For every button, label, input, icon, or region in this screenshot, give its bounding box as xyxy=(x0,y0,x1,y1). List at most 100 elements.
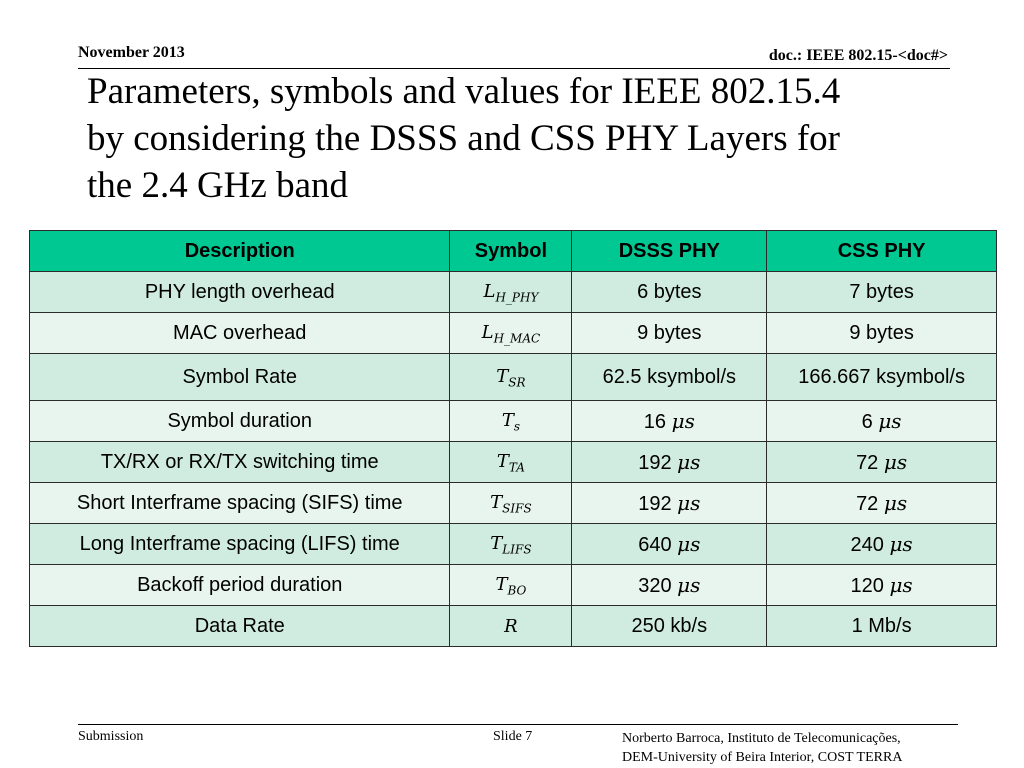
symbol-subscript: s xyxy=(513,419,521,434)
title-line-3: the 2.4 GHz band xyxy=(87,165,348,206)
table-row: Data Rate R 250 kb/s 1 Mb/s xyxy=(28,605,997,647)
symbol-base: T xyxy=(501,409,514,431)
cell-css-phy: 240 μs xyxy=(766,523,997,565)
table-row: Backoff period duration TBO 320 μs 120 μs xyxy=(28,564,997,606)
cell-dsss-phy: 640 μs xyxy=(571,523,768,565)
value-text: 6 bytes xyxy=(637,280,702,303)
cell-css-phy: 166.667 ksymbol/s xyxy=(766,353,997,401)
cell-symbol: TLIFS xyxy=(449,523,573,565)
cell-dsss-phy: 62.5 ksymbol/s xyxy=(571,353,768,401)
cell-description: Data Rate xyxy=(28,605,451,647)
value-unit: μs xyxy=(889,572,913,597)
cell-dsss-phy: 6 bytes xyxy=(571,271,768,313)
value-unit: μs xyxy=(677,490,701,515)
symbol-math: TTA xyxy=(496,450,525,475)
cell-description: Long Interframe spacing (LIFS) time xyxy=(28,523,451,565)
symbol-subscript: H_PHY xyxy=(495,290,539,305)
symbol-subscript: TA xyxy=(508,460,525,475)
cell-dsss-phy: 9 bytes xyxy=(571,312,768,354)
description-text: Symbol Rate xyxy=(182,365,297,388)
value-text: 16 xyxy=(643,410,667,433)
cell-symbol: LH_PHY xyxy=(449,271,573,313)
table-row: Short Interframe spacing (SIFS) time TSIF… xyxy=(28,482,997,524)
value-unit: μs xyxy=(671,408,695,433)
symbol-base: T xyxy=(496,450,509,472)
header-dsss-phy: DSSS PHY xyxy=(571,230,768,272)
description-text: Short Interframe spacing (SIFS) time xyxy=(76,491,403,514)
symbol-math: LH_PHY xyxy=(483,280,539,305)
footer-slide-number: Slide 7 xyxy=(493,729,533,744)
description-text: MAC overhead xyxy=(173,321,307,344)
cell-symbol: R xyxy=(449,605,573,647)
cell-css-phy: 7 bytes xyxy=(766,271,997,313)
value-text: 120 xyxy=(850,574,884,597)
value-text: 640 xyxy=(638,533,672,556)
table-row: Symbol Rate TSR 62.5 ksymbol/s 166.667 ksym… xyxy=(28,353,997,401)
footer-author-line-2: DEM-University of Beira Interior, COST T… xyxy=(622,750,903,765)
symbol-subscript: LIFS xyxy=(502,542,532,557)
cell-symbol: TBO xyxy=(449,564,573,606)
value-unit: μs xyxy=(677,449,701,474)
symbol-subscript: H_MAC xyxy=(493,331,541,346)
symbol-subscript: BO xyxy=(507,583,527,598)
cell-css-phy: 120 μs xyxy=(766,564,997,606)
cell-css-phy: 9 bytes xyxy=(766,312,997,354)
cell-css-phy: 1 Mb/s xyxy=(766,605,997,647)
parameters-table: Description Symbol DSSS PHY CSS PHY PHY … xyxy=(28,230,997,647)
cell-css-phy: 72 μs xyxy=(766,441,997,483)
symbol-base: T xyxy=(496,365,509,387)
value-unit: μs xyxy=(883,449,908,474)
value-text: 320 xyxy=(638,574,672,597)
title-line-2: by considering the DSSS and CSS PHY Laye… xyxy=(87,118,840,159)
cell-symbol: TSR xyxy=(449,353,573,401)
symbol-subscript: SR xyxy=(508,375,526,390)
description-text: Long Interframe spacing (LIFS) time xyxy=(79,532,400,555)
value-unit: μs xyxy=(677,531,701,556)
header-date: November 2013 xyxy=(78,44,185,61)
header-description: Description xyxy=(28,230,451,272)
symbol-math: TSR xyxy=(496,365,526,390)
cell-description: Short Interframe spacing (SIFS) time xyxy=(28,482,451,524)
value-unit: μs xyxy=(883,490,908,515)
table-header-row: Description Symbol DSSS PHY CSS PHY xyxy=(28,230,997,272)
cell-symbol: TTA xyxy=(449,441,573,483)
symbol-base: R xyxy=(504,615,518,637)
header-css-phy: CSS PHY xyxy=(766,230,997,272)
table-row: Symbol duration Ts 16 μs 6 μs xyxy=(28,400,997,442)
symbol-math: R xyxy=(504,616,518,637)
table-row: TX/RX or RX/TX switching time TTA 192 μs 72… xyxy=(28,441,997,483)
symbol-base: T xyxy=(495,573,508,595)
symbol-base: T xyxy=(490,532,503,554)
cell-description: Symbol duration xyxy=(28,400,451,442)
description-text: PHY length overhead xyxy=(144,280,335,303)
cell-css-phy: 6 μs xyxy=(766,400,997,442)
footer-author: Norberto Barroca, Instituto de Telecomun… xyxy=(622,729,902,767)
cell-symbol: Ts xyxy=(449,400,573,442)
cell-dsss-phy: 192 μs xyxy=(571,482,768,524)
value-text: 192 xyxy=(638,451,672,474)
cell-description: MAC overhead xyxy=(28,312,451,354)
footer-divider xyxy=(78,724,958,725)
value-text: 192 xyxy=(638,492,672,515)
symbol-base: L xyxy=(483,280,496,302)
cell-description: PHY length overhead xyxy=(28,271,451,313)
cell-description: Backoff period duration xyxy=(28,564,451,606)
value-text: 6 xyxy=(861,410,873,433)
header-doc-id: doc.: IEEE 802.15-<doc#> xyxy=(768,47,948,64)
value-unit: μs xyxy=(878,408,902,433)
cell-dsss-phy: 250 kb/s xyxy=(571,605,768,647)
value-text: 1 Mb/s xyxy=(851,614,912,637)
value-text: 9 bytes xyxy=(849,321,914,344)
symbol-base: T xyxy=(490,491,503,513)
description-text: Symbol duration xyxy=(167,409,312,432)
cell-dsss-phy: 192 μs xyxy=(571,441,768,483)
value-text: 62.5 ksymbol/s xyxy=(602,365,736,388)
title-line-1: Parameters, symbols and values for IEEE … xyxy=(87,71,841,112)
description-text: Backoff period duration xyxy=(137,573,343,596)
value-text: 166.667 ksymbol/s xyxy=(798,365,965,388)
footer-author-line-1: Norberto Barroca, Instituto de Telecomun… xyxy=(622,731,901,746)
symbol-base: L xyxy=(481,321,494,343)
header-symbol: Symbol xyxy=(449,230,573,272)
cell-dsss-phy: 320 μs xyxy=(571,564,768,606)
symbol-math: LH_MAC xyxy=(481,321,541,346)
